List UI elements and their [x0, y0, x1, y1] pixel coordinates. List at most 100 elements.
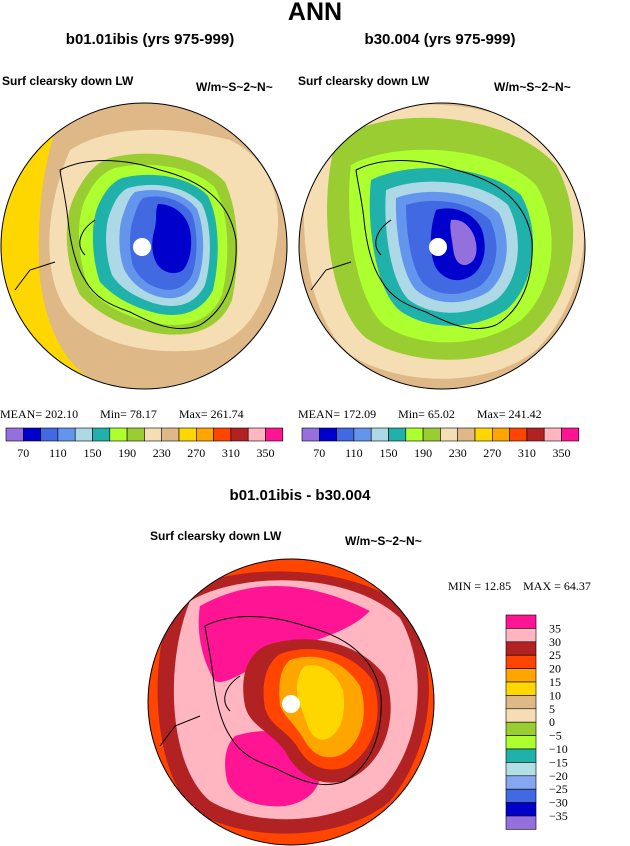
panel-2-colorbar-swatch	[561, 427, 580, 442]
diff-units: W/m~S~2~N~	[345, 534, 422, 548]
diff-colorbar-label: 0	[549, 715, 555, 729]
panel-1-colorbar-swatch	[161, 427, 180, 442]
panel-1-colorbar-tick-label: 270	[187, 446, 205, 460]
panel-2-title: b30.004 (yrs 975-999)	[364, 31, 516, 48]
diff-colorbar-swatch	[505, 721, 537, 736]
diff-colorbar-swatch	[505, 668, 537, 683]
panel-2-units: W/m~S~2~N~	[494, 80, 571, 94]
panel-2-colorbar-swatch	[526, 427, 545, 442]
panel-1-colorbar: 70 110 150 190 230 270 310 350	[5, 427, 284, 460]
panel-2-map	[298, 102, 586, 390]
diff-colorbar-swatch	[505, 708, 537, 723]
panel-1-colorbar-tick-label: 150	[84, 446, 102, 460]
diff-colorbar-swatch	[505, 748, 537, 763]
diff-colorbar-swatch	[505, 762, 537, 777]
diff-min: 12.85	[484, 579, 512, 593]
diff-colorbar-swatch	[505, 788, 537, 803]
diff-colorbar-swatch	[505, 815, 537, 830]
panel-1-colorbar-swatch	[40, 427, 59, 442]
panel-2-colorbar-tick-label: 230	[449, 446, 467, 460]
diff-map	[147, 558, 435, 846]
panel-1-stats: MEAN= 202.10 Min= 78.17 Max= 261.74	[0, 407, 244, 422]
panel-1-colorbar-tick-label: 110	[49, 446, 67, 460]
diff-colorbar-swatch	[505, 641, 537, 656]
diff-stats: MIN = 12.85 MAX = 64.37	[448, 579, 591, 594]
panel-1-units: W/m~S~2~N~	[196, 80, 273, 94]
diff-colorbar-label: 25	[549, 648, 561, 662]
diff-colorbar-swatch	[505, 775, 537, 790]
panel-1-colorbar-tick-label: 310	[222, 446, 240, 460]
diff-colorbar-label: −10	[549, 742, 568, 756]
panel-2-colorbar-swatch	[301, 427, 320, 442]
panel-2-stats: MEAN= 172.09 Min= 65.02 Max= 241.42	[298, 407, 542, 422]
panel-2-colorbar-swatch	[422, 427, 441, 442]
panel-1-colorbar-swatch	[109, 427, 128, 442]
diff-min-label: MIN =	[448, 579, 482, 593]
diff-max-label: MAX =	[523, 579, 561, 593]
panel-1-min-label: Min=	[100, 407, 127, 421]
panel-2-colorbar-tick-label: 270	[483, 446, 501, 460]
diff-colorbar-swatch	[505, 654, 537, 669]
panel-2-colorbar-tick-label: 150	[380, 446, 398, 460]
diff-colorbar-label: 30	[549, 635, 561, 649]
panel-1-variable: Surf clearsky down LW	[2, 74, 134, 88]
panel-2-variable: Surf clearsky down LW	[298, 74, 430, 88]
panel-2-colorbar-swatch	[336, 427, 355, 442]
panel-2-mean: 172.09	[343, 407, 377, 421]
diff-colorbar-label: −35	[549, 809, 568, 823]
diff-colorbar-label: −20	[549, 769, 568, 783]
diff-colorbar-label: 20	[549, 662, 561, 676]
diff-colorbar-swatch	[505, 614, 537, 629]
panel-2-colorbar-swatch	[543, 427, 562, 442]
panel-2-colorbar-swatch	[440, 427, 458, 442]
panel-1-min: 78.17	[129, 407, 157, 421]
panel-1-mean: 202.10	[45, 407, 79, 421]
panel-1-colorbar-tick-label: 350	[257, 446, 275, 460]
diff-colorbar-swatch	[505, 628, 537, 643]
panel-1-colorbar-swatch	[230, 427, 249, 442]
panel-1-colorbar-swatch	[247, 427, 266, 442]
panel-2-colorbar: 70 110 150 190 230 270 310 350	[301, 427, 580, 460]
panel-2-max: 241.42	[508, 407, 542, 421]
diff-colorbar-swatch	[505, 695, 537, 710]
diff-max: 64.37	[563, 579, 591, 593]
panel-1-colorbar-swatch	[126, 427, 145, 442]
panel-2-min: 65.02	[427, 407, 455, 421]
panel-1-colorbar-tick-label: 70	[17, 446, 29, 460]
panel-1-max: 261.74	[210, 407, 244, 421]
panel-1-max-label: Max=	[178, 407, 208, 421]
panel-2-colorbar-swatch	[492, 427, 510, 442]
panel-2-colorbar-swatch	[509, 427, 528, 442]
panel-2-colorbar-swatch	[318, 427, 337, 442]
diff-colorbar-label: 35	[549, 621, 561, 635]
panel-1-colorbar-swatch	[5, 427, 24, 442]
panel-2-colorbar-tick-label: 350	[553, 446, 571, 460]
panel-1-title: b01.01ibis (yrs 975-999)	[65, 31, 235, 48]
diff-colorbar-label: −30	[549, 796, 568, 810]
panel-2-max-label: Max=	[476, 407, 506, 421]
panel-1-colorbar-tick-label: 190	[118, 446, 136, 460]
page-title: ANN	[287, 0, 343, 26]
panel-2-colorbar-tick-label: 110	[345, 446, 363, 460]
diff-colorbar-swatch	[505, 681, 537, 696]
panel-2-colorbar-swatch	[370, 427, 389, 442]
panel-2-colorbar-tick-label: 310	[518, 446, 536, 460]
panel-1-colorbar-swatch	[74, 427, 93, 442]
panel-1-colorbar-swatch	[92, 427, 111, 442]
panel-2-colorbar-swatch	[457, 427, 476, 442]
diff-colorbar-swatch	[505, 802, 537, 817]
diff-colorbar-label: −5	[549, 729, 562, 743]
panel-1-colorbar-tick-label: 230	[153, 446, 171, 460]
panel-2-colorbar-tick-label: 70	[313, 446, 325, 460]
panel-1-colorbar-swatch	[213, 427, 232, 442]
panel-1-map	[0, 102, 288, 390]
panel-2-min-label: Min=	[398, 407, 425, 421]
diff-colorbar-swatch	[505, 735, 537, 750]
panel-1-mean-label: MEAN=	[0, 407, 43, 421]
panel-1-colorbar-swatch	[178, 427, 197, 442]
panel-1-colorbar-swatch	[265, 427, 284, 442]
panel-2-colorbar-swatch	[474, 427, 493, 442]
panel-2-mean-label: MEAN=	[298, 407, 341, 421]
panel-2-colorbar-swatch	[405, 427, 424, 442]
